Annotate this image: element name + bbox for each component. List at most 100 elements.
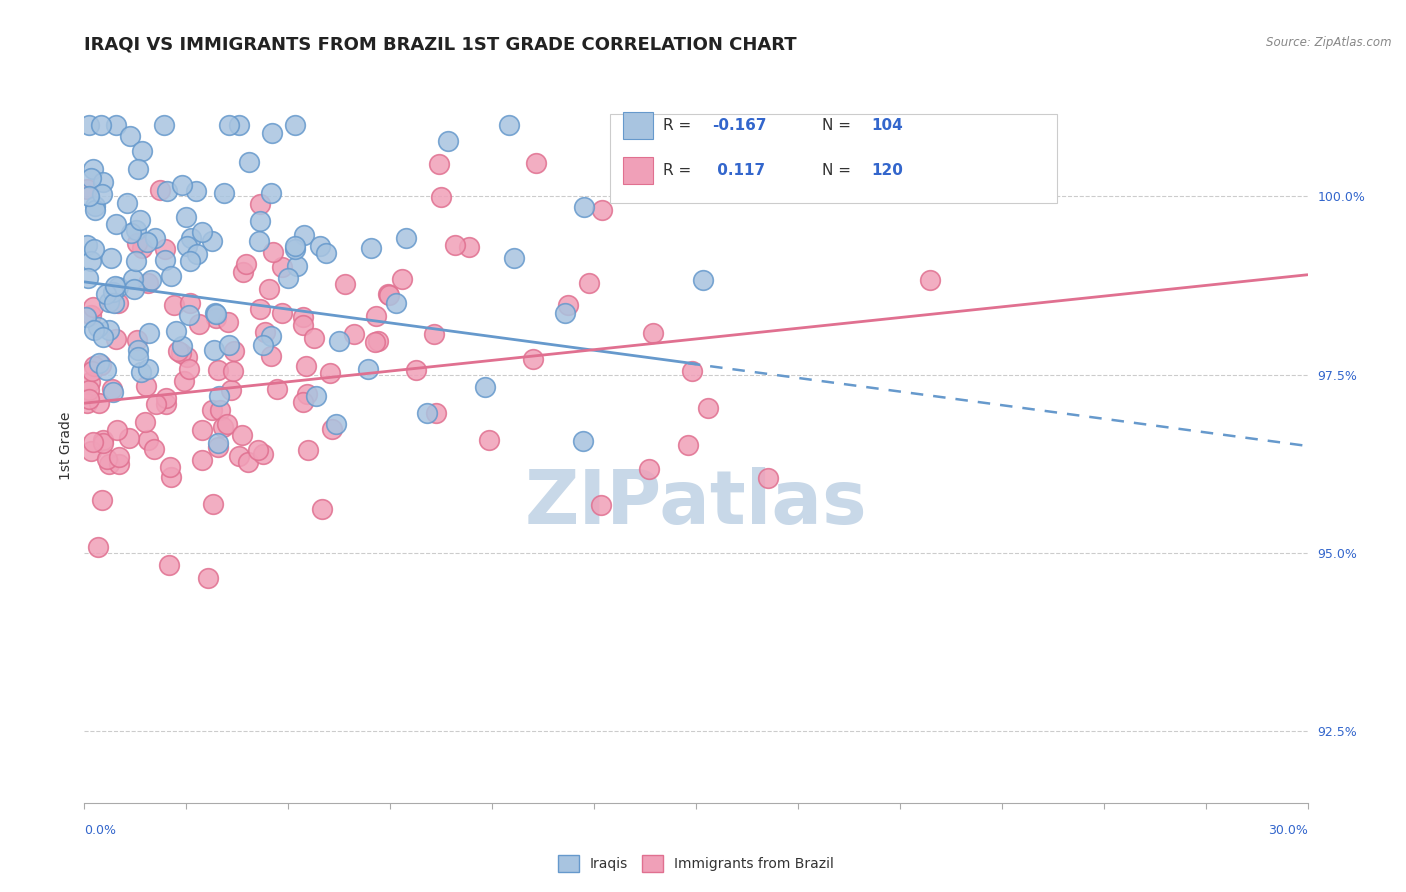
Point	[98, 457, 121, 471]
Point	[91, 175, 114, 189]
Point	[228, 450, 250, 464]
Point	[252, 447, 274, 461]
Point	[136, 276, 159, 290]
Point	[118, 128, 141, 143]
Point	[79, 375, 101, 389]
Point	[77, 384, 100, 398]
Point	[143, 442, 166, 456]
Point	[127, 343, 149, 357]
Point	[292, 228, 315, 243]
Point	[153, 243, 176, 257]
Point	[217, 315, 239, 329]
Point	[328, 334, 350, 348]
Point	[228, 118, 250, 132]
Point	[321, 422, 343, 436]
Point	[136, 235, 159, 249]
Point	[325, 417, 347, 432]
Bar	[623, 112, 654, 139]
Point	[304, 330, 326, 344]
Text: R =: R =	[664, 163, 696, 178]
Point	[238, 455, 260, 469]
Point	[115, 195, 138, 210]
Point	[83, 242, 105, 256]
Point	[416, 406, 439, 420]
Point	[574, 200, 596, 214]
Point	[259, 349, 281, 363]
Point	[405, 363, 427, 377]
Point	[84, 199, 107, 213]
Point	[90, 118, 112, 132]
Point	[238, 154, 260, 169]
Point	[101, 382, 124, 396]
Point	[100, 251, 122, 265]
Point	[125, 254, 148, 268]
Point	[165, 324, 187, 338]
Point	[170, 339, 193, 353]
Point	[591, 203, 613, 218]
Point	[427, 157, 450, 171]
Point	[252, 337, 274, 351]
Point	[391, 272, 413, 286]
Point	[82, 434, 104, 449]
Point	[157, 558, 180, 572]
Point	[222, 344, 245, 359]
Point	[77, 271, 100, 285]
Point	[291, 395, 314, 409]
Point	[377, 286, 399, 301]
Point	[249, 214, 271, 228]
Point	[212, 186, 235, 200]
Point	[285, 259, 308, 273]
Point	[676, 438, 699, 452]
Point	[138, 433, 160, 447]
Point	[260, 329, 283, 343]
Point	[104, 332, 127, 346]
Text: 104: 104	[870, 118, 903, 133]
Point	[166, 344, 188, 359]
Point	[208, 403, 231, 417]
Point	[522, 352, 544, 367]
Point	[524, 156, 547, 170]
Point	[120, 227, 142, 241]
Point	[202, 343, 225, 357]
Point	[197, 571, 219, 585]
Point	[91, 433, 114, 447]
Point	[249, 301, 271, 316]
Point	[204, 306, 226, 320]
Point	[304, 389, 326, 403]
Text: 0.0%: 0.0%	[84, 824, 117, 838]
Point	[201, 402, 224, 417]
Point	[395, 230, 418, 244]
Point	[204, 307, 226, 321]
Text: Source: ZipAtlas.com: Source: ZipAtlas.com	[1267, 36, 1392, 49]
Point	[118, 432, 141, 446]
Point	[162, 298, 184, 312]
Point	[295, 359, 318, 374]
Point	[384, 296, 406, 310]
Point	[284, 239, 307, 253]
Point	[291, 310, 314, 325]
Point	[503, 251, 526, 265]
Bar	[623, 157, 654, 184]
Point	[138, 326, 160, 341]
Text: ZIPatlas: ZIPatlas	[524, 467, 868, 540]
Point	[212, 420, 235, 434]
Point	[270, 260, 292, 275]
Point	[97, 323, 120, 337]
Point	[262, 244, 284, 259]
Point	[136, 362, 159, 376]
Point	[357, 361, 380, 376]
Point	[191, 424, 214, 438]
Point	[153, 252, 176, 267]
Point	[191, 225, 214, 239]
Point	[107, 279, 129, 293]
Point	[86, 320, 108, 334]
Point	[319, 366, 342, 380]
Point	[125, 223, 148, 237]
Y-axis label: 1st Grade: 1st Grade	[59, 412, 73, 480]
Point	[76, 237, 98, 252]
Point	[91, 493, 114, 508]
Point	[87, 356, 110, 370]
Point	[155, 397, 177, 411]
Point	[259, 282, 281, 296]
Point	[295, 387, 318, 401]
